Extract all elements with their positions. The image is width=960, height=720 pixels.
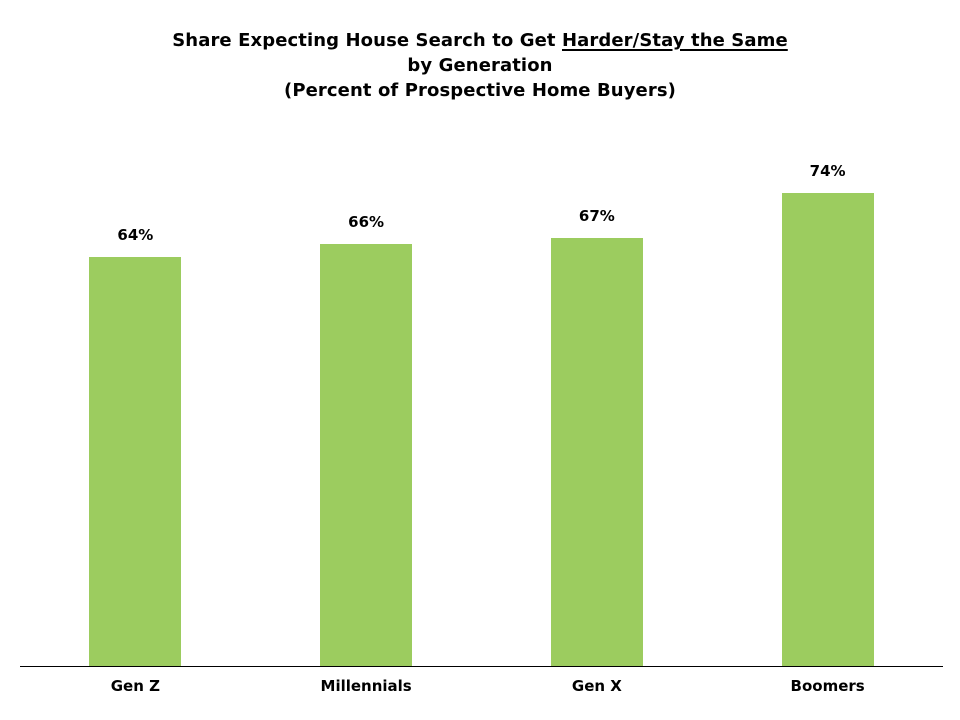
x-axis-line (20, 666, 943, 667)
category-label-gen-x: Gen X (571, 677, 622, 695)
value-label: 67% (578, 207, 615, 225)
bar (550, 238, 643, 667)
bar-group-millennials: 66% (251, 26, 482, 667)
value-label: 64% (117, 226, 154, 244)
x-axis-labels: Gen Z Millennials Gen X Boomers (20, 677, 943, 695)
bar (320, 244, 413, 667)
bar (781, 193, 874, 667)
category-label-boomers: Boomers (790, 677, 865, 695)
bar-group-gen-x: 67% (482, 26, 713, 667)
bar (89, 257, 182, 667)
category-label-gen-z: Gen Z (110, 677, 160, 695)
value-label: 74% (809, 162, 846, 180)
chart-title-line-1: Share Expecting House Search to Get Hard… (0, 28, 960, 53)
category-label-millennials: Millennials (320, 677, 412, 695)
chart-title-line-1-prefix: Share Expecting House Search to Get (172, 30, 562, 51)
plot-area: 64% 66% 67% 74% (20, 26, 943, 667)
chart-title-line-3: (Percent of Prospective Home Buyers) (284, 80, 676, 101)
chart-title-line-1-underlined: Harder/Stay the Same (562, 30, 788, 51)
chart-title-line-2: by Generation (407, 55, 553, 76)
chart-title: Share Expecting House Search to Get Hard… (0, 28, 960, 103)
value-label: 66% (348, 213, 385, 231)
bar-group-boomers: 74% (712, 26, 943, 667)
bar-group-gen-z: 64% (20, 26, 251, 667)
